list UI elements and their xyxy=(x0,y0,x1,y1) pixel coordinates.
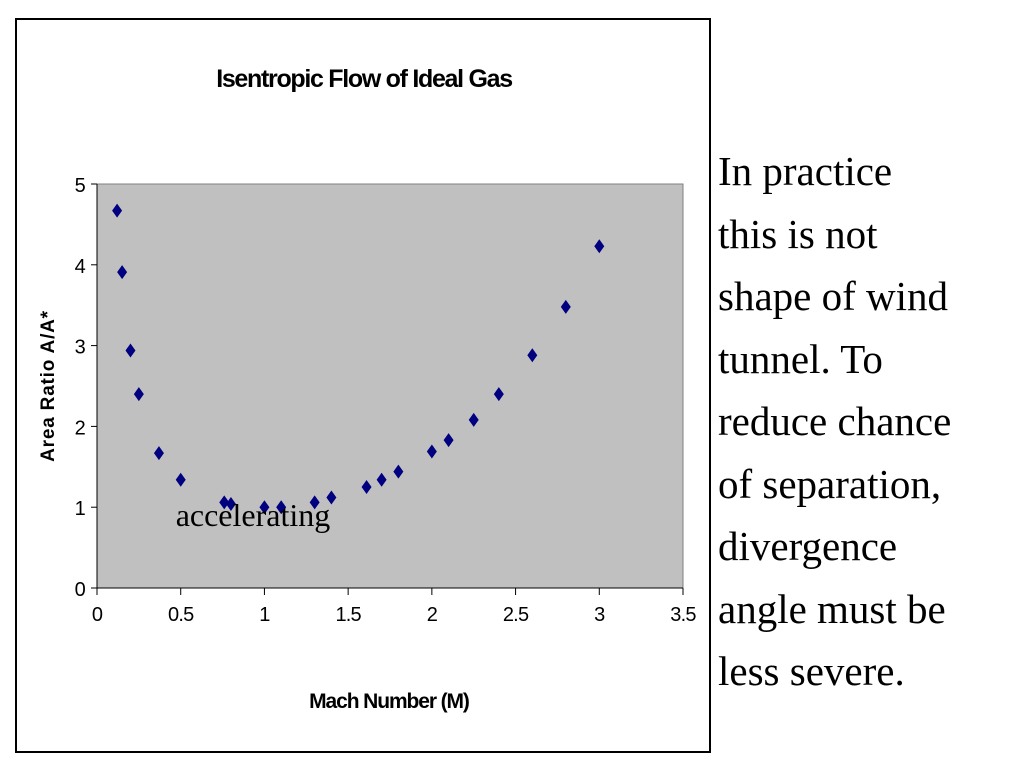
y-tick-label: 0 xyxy=(75,579,86,601)
side-text-line: reduce chance xyxy=(718,398,952,444)
side-text: In practice this is not shape of wind tu… xyxy=(718,140,1018,703)
data-point-marker xyxy=(309,495,320,510)
data-point-marker xyxy=(112,203,123,218)
x-tick-label: 0 xyxy=(92,604,103,626)
side-text-line: this is not xyxy=(718,210,878,257)
y-axis-label: Area Ratio A/A* xyxy=(38,310,59,462)
data-point-marker xyxy=(117,265,128,280)
annotations: accelerating xyxy=(176,497,331,533)
data-points xyxy=(112,203,605,515)
data-point-marker xyxy=(527,348,538,363)
y-tick-label: 2 xyxy=(75,417,86,439)
data-point-marker xyxy=(393,464,404,479)
side-text-line: angle must be xyxy=(718,585,946,632)
y-tick-label: 5 xyxy=(75,175,86,197)
plot-area xyxy=(96,183,684,589)
side-text-line: divergence xyxy=(718,523,898,569)
side-text-line: less severe. xyxy=(718,648,905,694)
data-point-marker xyxy=(133,387,144,402)
data-point-marker xyxy=(468,412,479,427)
side-text-line: of separation, xyxy=(718,460,942,507)
data-point-marker xyxy=(594,239,605,254)
x-tick-label: 0.5 xyxy=(168,604,194,626)
data-point-marker xyxy=(493,387,504,402)
side-text-line: shape of wind xyxy=(718,273,949,319)
data-point-marker xyxy=(326,490,337,505)
x-axis-label: Mach Number (M) xyxy=(309,690,469,713)
y-tick-label: 4 xyxy=(75,256,86,278)
data-point-marker xyxy=(560,299,571,314)
x-tick-label: 1.5 xyxy=(335,604,361,626)
data-point-marker xyxy=(219,495,230,510)
y-tick-label: 1 xyxy=(75,498,86,520)
chart-title: Isentropic Flow of Ideal Gas xyxy=(216,65,512,93)
side-text-line: tunnel. To xyxy=(718,335,883,382)
data-point-marker xyxy=(125,343,136,358)
x-tick-label: 3 xyxy=(594,604,605,626)
x-tick-label: 3.5 xyxy=(670,604,696,626)
data-point-marker xyxy=(153,446,164,461)
annotation-text: accelerating xyxy=(176,497,331,533)
data-point-marker xyxy=(225,496,236,511)
data-point-marker xyxy=(276,500,287,515)
data-point-marker xyxy=(259,500,270,515)
chart-frame: Isentropic Flow of Ideal Gas 0 0.5 1 1.5 2 2.… xyxy=(15,18,711,753)
y-ticks: 0 1 2 3 4 5 xyxy=(75,175,97,601)
data-point-marker xyxy=(175,472,186,487)
data-point-marker xyxy=(426,444,437,459)
data-point-marker xyxy=(376,472,387,487)
x-ticks: 0 0.5 1 1.5 2 2.5 3 3.5 xyxy=(92,588,697,626)
x-tick-label: 2 xyxy=(427,604,438,626)
x-tick-label: 1 xyxy=(259,604,270,626)
side-text-line: In practice xyxy=(718,148,893,194)
data-point-marker xyxy=(361,480,372,494)
x-tick-label: 2.5 xyxy=(503,604,529,626)
y-tick-label: 3 xyxy=(75,337,86,359)
data-point-marker xyxy=(443,433,454,448)
chart-svg: Isentropic Flow of Ideal Gas 0 0.5 1 1.5 2 2.… xyxy=(38,65,697,713)
